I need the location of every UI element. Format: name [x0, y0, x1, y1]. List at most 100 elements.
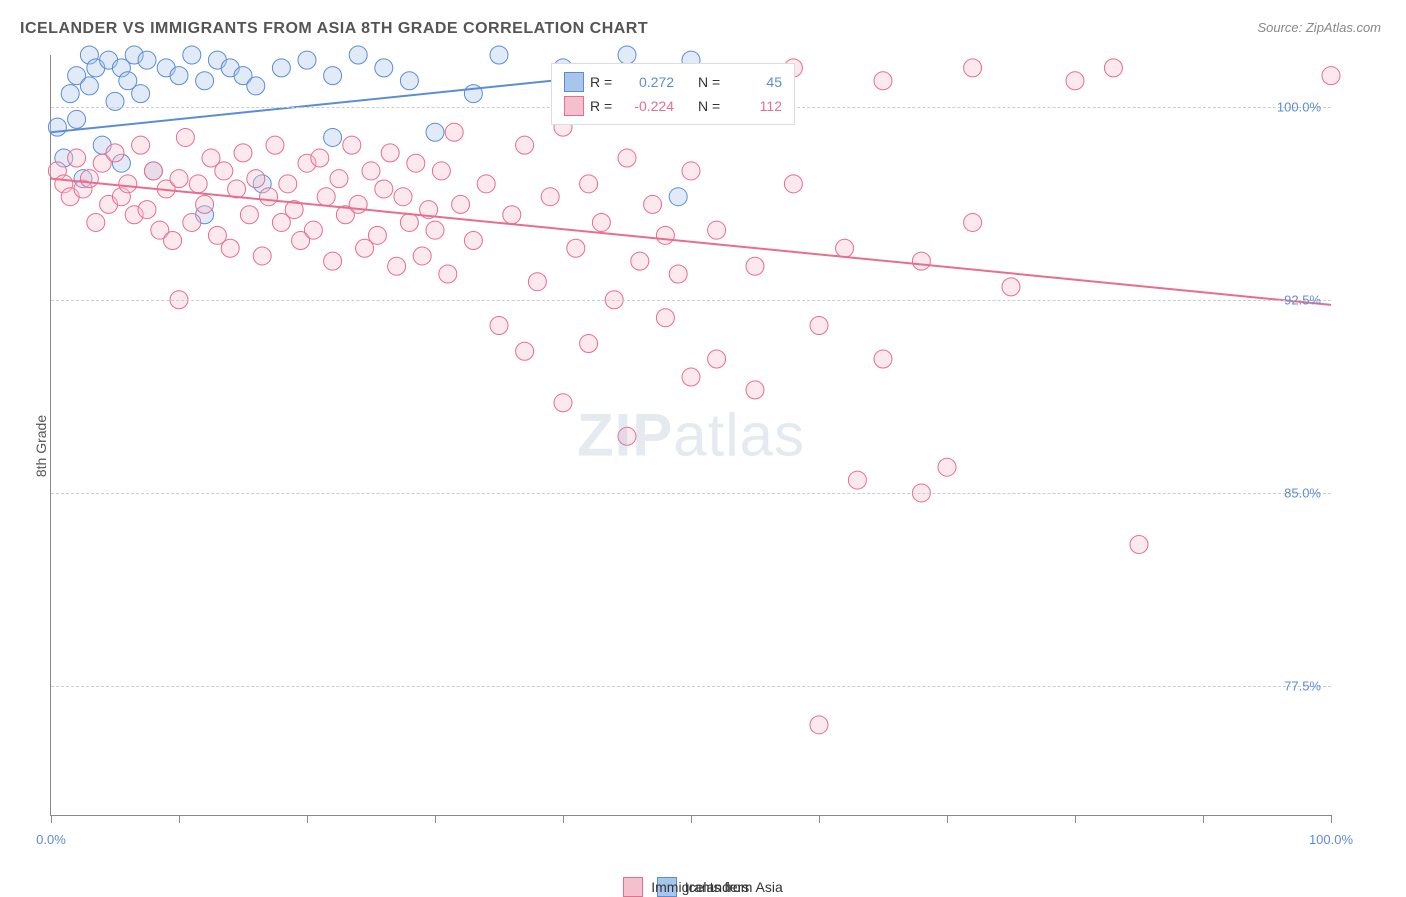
- scatter-point: [349, 195, 367, 213]
- scatter-point: [176, 128, 194, 146]
- scatter-point: [394, 188, 412, 206]
- scatter-point: [317, 188, 335, 206]
- scatter-point: [87, 213, 105, 231]
- scatter-point: [708, 350, 726, 368]
- scatter-point: [381, 144, 399, 162]
- scatter-point: [221, 239, 239, 257]
- scatter-point: [324, 128, 342, 146]
- legend-n-label: N =: [698, 98, 726, 114]
- scatter-point: [388, 257, 406, 275]
- scatter-point: [400, 213, 418, 231]
- x-tick: [819, 815, 820, 823]
- scatter-point: [196, 195, 214, 213]
- scatter-point: [439, 265, 457, 283]
- gridline: [51, 686, 1331, 687]
- scatter-point: [106, 144, 124, 162]
- scatter-point: [330, 170, 348, 188]
- gridline: [51, 300, 1331, 301]
- scatter-point: [170, 170, 188, 188]
- scatter-point: [375, 59, 393, 77]
- scatter-point: [528, 273, 546, 291]
- scatter-point: [1066, 72, 1084, 90]
- scatter-chart: [51, 55, 1331, 815]
- scatter-point: [1104, 59, 1122, 77]
- scatter-point: [407, 154, 425, 172]
- scatter-point: [708, 221, 726, 239]
- y-tick-label: 77.5%: [1284, 679, 1321, 694]
- legend-swatch: [564, 72, 584, 92]
- gridline: [51, 493, 1331, 494]
- bottom-legend-item: Immigrants from Asia: [623, 877, 782, 897]
- scatter-point: [618, 427, 636, 445]
- scatter-point: [567, 239, 585, 257]
- legend-swatch: [564, 96, 584, 116]
- scatter-point: [964, 59, 982, 77]
- legend-n-value: 45: [732, 74, 782, 90]
- legend-r-label: R =: [590, 74, 618, 90]
- scatter-point: [938, 458, 956, 476]
- trend-line: [51, 179, 1331, 305]
- scatter-point: [618, 46, 636, 64]
- scatter-point: [266, 136, 284, 154]
- x-tick: [435, 815, 436, 823]
- legend-swatch: [623, 877, 643, 897]
- scatter-point: [541, 188, 559, 206]
- stats-legend: R =0.272N =45R =-0.224N =112: [551, 63, 795, 125]
- scatter-point: [912, 252, 930, 270]
- scatter-point: [746, 381, 764, 399]
- x-tick: [1203, 815, 1204, 823]
- scatter-point: [554, 394, 572, 412]
- scatter-point: [247, 77, 265, 95]
- scatter-point: [362, 162, 380, 180]
- scatter-point: [746, 257, 764, 275]
- scatter-point: [631, 252, 649, 270]
- scatter-point: [1130, 535, 1148, 553]
- scatter-point: [368, 226, 386, 244]
- scatter-point: [810, 317, 828, 335]
- legend-r-value: 0.272: [624, 74, 674, 90]
- scatter-point: [490, 317, 508, 335]
- scatter-point: [240, 206, 258, 224]
- scatter-point: [164, 231, 182, 249]
- x-tick: [1331, 815, 1332, 823]
- scatter-point: [580, 335, 598, 353]
- scatter-point: [132, 85, 150, 103]
- scatter-point: [343, 136, 361, 154]
- y-tick-label: 100.0%: [1277, 99, 1321, 114]
- scatter-point: [132, 136, 150, 154]
- scatter-point: [247, 170, 265, 188]
- plot-area: ZIPatlas R =0.272N =45R =-0.224N =112 77…: [50, 55, 1331, 816]
- scatter-point: [432, 162, 450, 180]
- scatter-point: [260, 188, 278, 206]
- scatter-point: [253, 247, 271, 265]
- stats-legend-row: R =-0.224N =112: [564, 94, 782, 118]
- scatter-point: [477, 175, 495, 193]
- source-label: Source: ZipAtlas.com: [1257, 20, 1381, 35]
- legend-r-value: -0.224: [624, 98, 674, 114]
- scatter-point: [452, 195, 470, 213]
- bottom-legend-label: Immigrants from Asia: [651, 879, 782, 895]
- legend-n-value: 112: [732, 98, 782, 114]
- scatter-point: [656, 226, 674, 244]
- scatter-point: [490, 46, 508, 64]
- x-tick: [691, 815, 692, 823]
- scatter-point: [311, 149, 329, 167]
- scatter-point: [324, 67, 342, 85]
- scatter-point: [80, 77, 98, 95]
- y-tick-label: 85.0%: [1284, 485, 1321, 500]
- scatter-point: [349, 46, 367, 64]
- chart-title: ICELANDER VS IMMIGRANTS FROM ASIA 8TH GR…: [20, 20, 648, 38]
- scatter-point: [234, 144, 252, 162]
- scatter-point: [656, 309, 674, 327]
- scatter-point: [669, 265, 687, 283]
- x-tick: [51, 815, 52, 823]
- x-tick: [307, 815, 308, 823]
- scatter-point: [413, 247, 431, 265]
- y-axis-label: 8th Grade: [33, 415, 49, 477]
- scatter-point: [138, 201, 156, 219]
- scatter-point: [48, 118, 66, 136]
- scatter-point: [784, 175, 802, 193]
- scatter-point: [80, 170, 98, 188]
- scatter-point: [144, 162, 162, 180]
- scatter-point: [1322, 67, 1340, 85]
